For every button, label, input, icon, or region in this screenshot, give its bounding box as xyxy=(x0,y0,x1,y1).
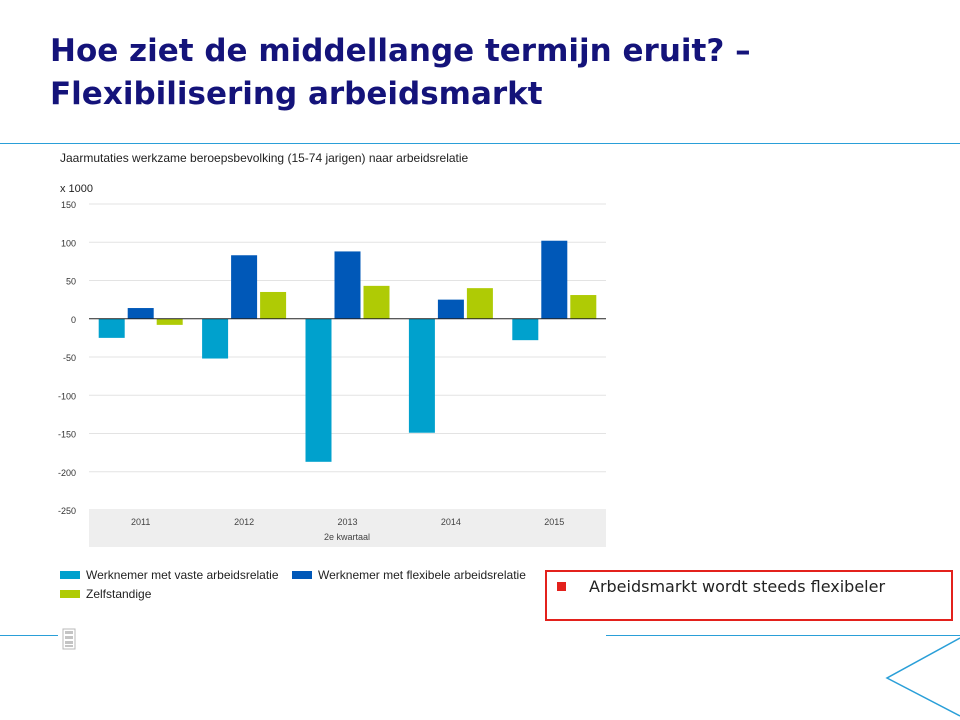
y-tick-label: -250 xyxy=(58,506,76,516)
title-line-1: Hoe ziet de middellange termijn eruit? – xyxy=(50,33,751,69)
x-category-label: 2015 xyxy=(544,517,564,527)
bar-2012-series-3 xyxy=(260,291,287,319)
bar-2014-series-2 xyxy=(437,299,464,319)
bottom-divider-right xyxy=(606,635,960,636)
bar-2011-series-1 xyxy=(98,318,125,338)
x-category-label: 2011 xyxy=(131,517,150,527)
bottom-divider-left xyxy=(0,635,58,636)
legend-swatch xyxy=(60,590,80,598)
cbs-logo-icon xyxy=(62,628,76,650)
x-axis-categories: 2011 2012 2013 2014 2015 xyxy=(131,517,564,527)
slide-title: Hoe ziet de middellange termijn eruit? –… xyxy=(50,30,910,116)
x-axis-band xyxy=(89,509,606,547)
y-tick-label: 0 xyxy=(71,315,76,325)
x-category-label: 2014 xyxy=(441,517,461,527)
bar-2014-series-3 xyxy=(466,288,493,319)
y-tick-label: -100 xyxy=(58,391,76,401)
top-divider xyxy=(0,143,960,144)
arrow-outline-icon xyxy=(885,637,960,717)
bar-2013-series-1 xyxy=(305,318,332,462)
bar-2011-series-2 xyxy=(127,308,154,319)
chart-title: Jaarmutaties werkzame beroepsbevolking (… xyxy=(60,151,469,165)
y-tick-label: 50 xyxy=(66,277,76,287)
x-category-label: 2013 xyxy=(337,517,357,527)
bar-2014-series-1 xyxy=(408,318,435,433)
legend-label: Werknemer met flexibele arbeidsrelatie xyxy=(318,568,526,582)
legend-swatch xyxy=(60,571,80,579)
bar-2015-series-1 xyxy=(512,318,539,341)
y-tick-label: 100 xyxy=(61,238,76,248)
bar-2012-series-1 xyxy=(202,318,229,359)
legend-label: Werknemer met vaste arbeidsrelatie xyxy=(86,568,279,582)
chart-bars xyxy=(98,240,597,462)
legend-label: Zelfstandige xyxy=(86,587,152,601)
y-tick-label: -150 xyxy=(58,430,76,440)
callout-text: Arbeidsmarkt wordt steeds flexibeler xyxy=(589,577,886,596)
chart-legend: Werknemer met vaste arbeidsrelatie Werkne… xyxy=(60,568,526,601)
y-tick-label: 150 xyxy=(61,200,76,210)
y-axis-ticks: 150 100 50 0 -50 -100 -150 -200 -250 xyxy=(58,200,76,516)
chart-gridlines xyxy=(89,203,606,511)
callout-box: Arbeidsmarkt wordt steeds flexibeler xyxy=(545,570,953,621)
bar-2015-series-3 xyxy=(570,295,597,319)
title-line-2: Flexibilisering arbeidsmarkt xyxy=(50,76,543,112)
bullet-square-icon xyxy=(557,582,566,591)
x-category-label: 2012 xyxy=(234,517,254,527)
bar-2015-series-2 xyxy=(541,240,568,319)
y-tick-label: -200 xyxy=(58,468,76,478)
y-axis-unit-label: x 1000 xyxy=(60,183,93,195)
y-tick-label: -50 xyxy=(63,353,76,363)
bar-2011-series-3 xyxy=(156,318,183,325)
bar-2013-series-2 xyxy=(334,251,361,319)
legend-swatch xyxy=(292,571,312,579)
x-axis-label: 2e kwartaal xyxy=(324,532,370,542)
bar-2012-series-2 xyxy=(231,255,258,319)
bar-chart: Jaarmutaties werkzame beroepsbevolking (… xyxy=(58,151,606,601)
bar-2013-series-3 xyxy=(363,285,390,319)
